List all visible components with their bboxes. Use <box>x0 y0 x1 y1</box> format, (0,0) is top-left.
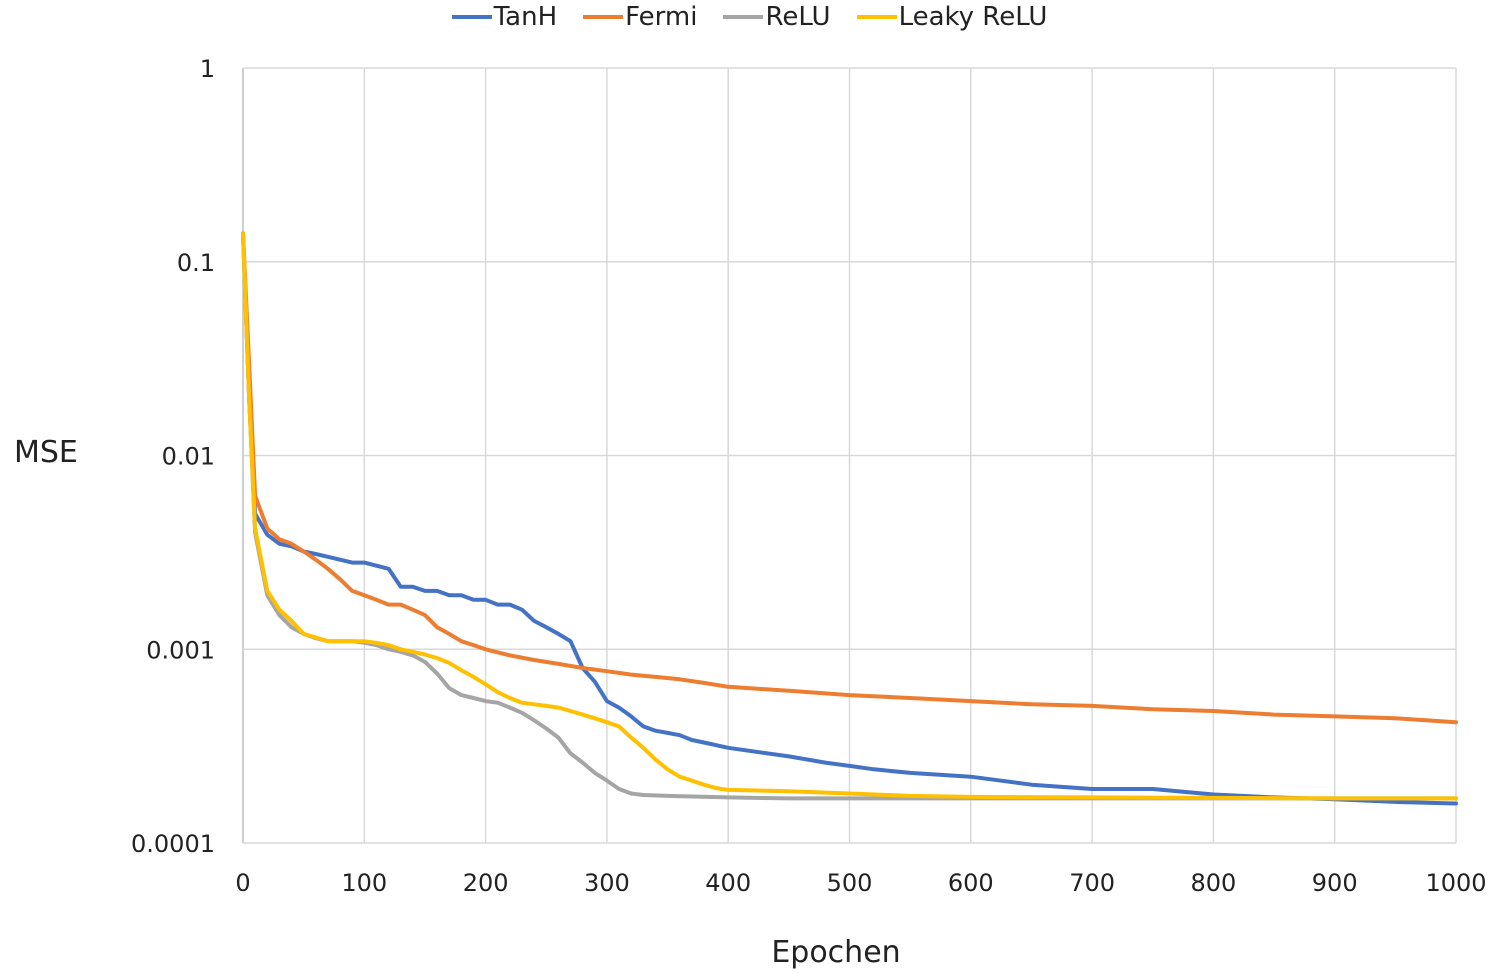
x-tick-label: 900 <box>1312 869 1358 897</box>
legend-swatch <box>723 15 764 19</box>
legend-label: Fermi <box>625 2 698 32</box>
legend-item-relu: ReLU <box>723 2 831 32</box>
x-tick-label: 700 <box>1069 869 1115 897</box>
legend: TanH Fermi ReLU Leaky ReLU <box>0 2 1499 32</box>
legend-swatch <box>583 15 624 19</box>
grid-lines <box>242 67 1457 844</box>
tick-labels: 0 100 200 300 400 500 600 700 800 900 1000 1 0.1 0.01… <box>131 55 1487 897</box>
legend-label: Leaky ReLU <box>898 2 1048 32</box>
x-tick-label: 1000 <box>1425 869 1486 897</box>
legend-item-leaky-relu: Leaky ReLU <box>856 2 1048 32</box>
x-tick-label: 600 <box>948 869 994 897</box>
legend-item-fermi: Fermi <box>583 2 697 32</box>
legend-swatch <box>856 15 897 19</box>
series-line-tanh <box>241 231 1458 806</box>
legend-item-tanh: TanH <box>451 2 558 32</box>
x-tick-label: 200 <box>463 869 509 897</box>
x-tick-label: 0 <box>235 869 250 897</box>
x-tick-label: 400 <box>705 869 751 897</box>
y-tick-label: 0.1 <box>177 249 215 277</box>
series-line-fermi <box>241 231 1458 725</box>
y-tick-label: 0.01 <box>162 443 215 471</box>
y-tick-label: 0.001 <box>146 636 215 664</box>
x-tick-label: 300 <box>584 869 630 897</box>
legend-label: ReLU <box>765 2 831 32</box>
y-tick-label: 1 <box>200 55 215 83</box>
series-line-leaky-relu <box>241 231 1458 801</box>
x-tick-label: 800 <box>1190 869 1236 897</box>
legend-swatch <box>451 15 492 19</box>
y-axis-label: MSE <box>14 435 78 470</box>
x-tick-label: 100 <box>341 869 387 897</box>
x-tick-label: 500 <box>827 869 873 897</box>
legend-label: TanH <box>493 2 558 32</box>
series-layer <box>241 231 1458 806</box>
x-axis-label: Epochen <box>771 935 900 970</box>
y-tick-label: 0.0001 <box>131 830 215 858</box>
